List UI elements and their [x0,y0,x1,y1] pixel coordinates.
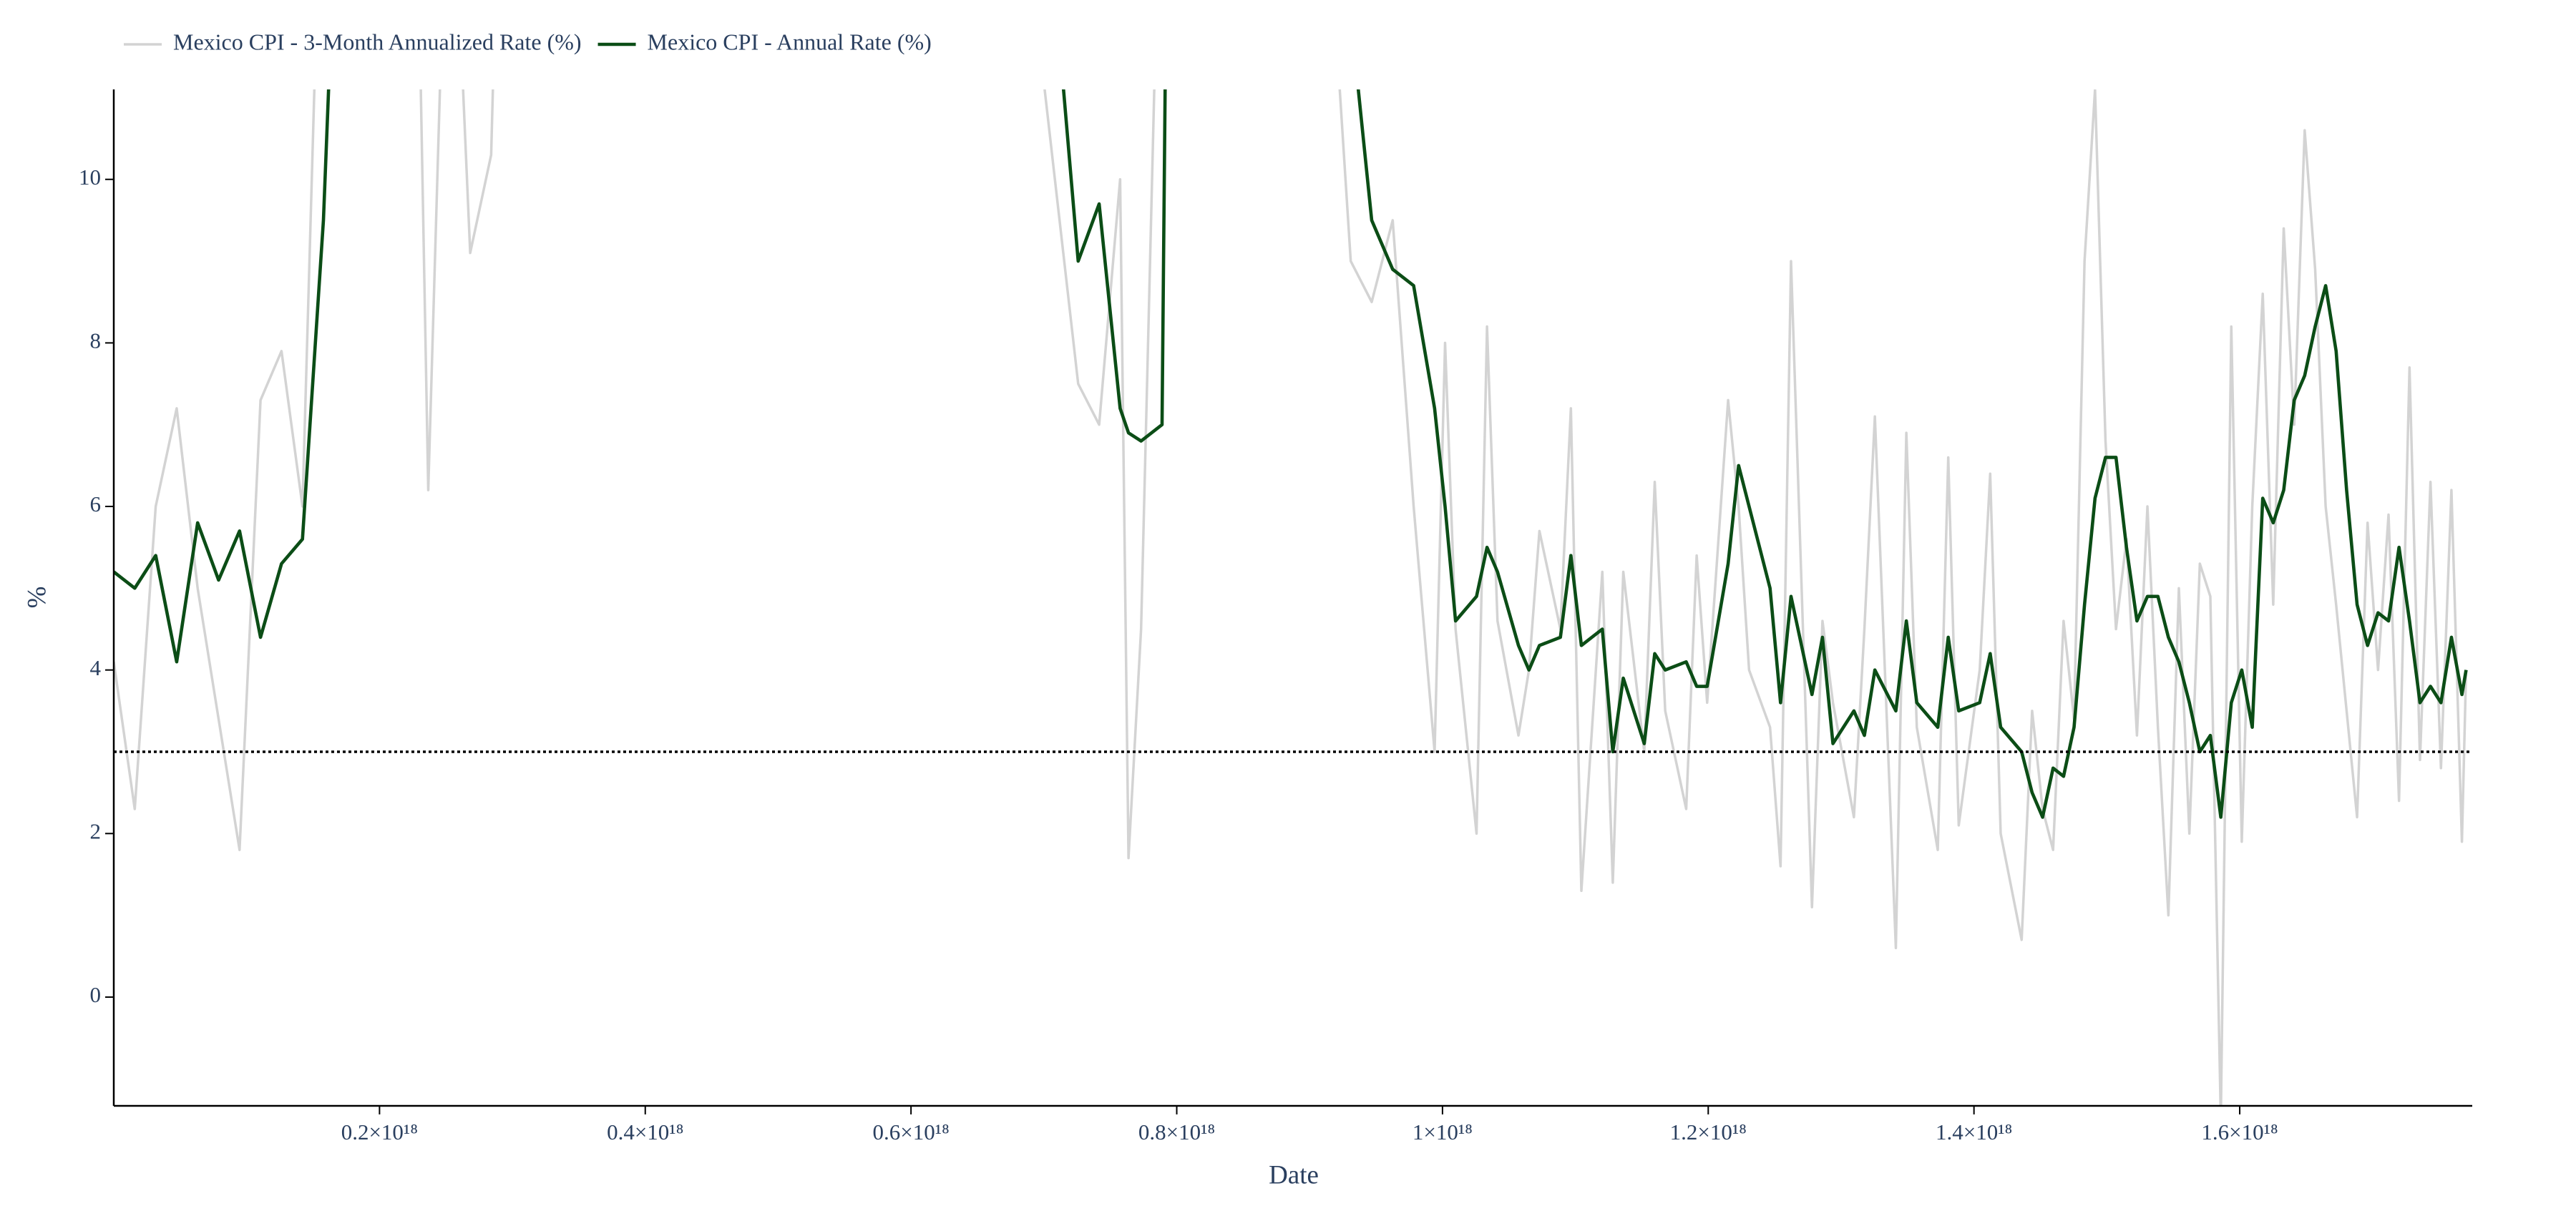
x-tick-label: 1.4×10¹⁸ [1936,1119,2012,1144]
x-tick-label: 1×10¹⁸ [1413,1119,1473,1144]
y-tick-label: 4 [90,655,102,680]
x-tick-label: 0.4×10¹⁸ [607,1119,683,1144]
y-tick-label: 2 [90,818,102,843]
x-tick-label: 0.8×10¹⁸ [1138,1119,1215,1144]
y-tick-label: 10 [79,165,101,190]
x-tick-label: 1.2×10¹⁸ [1670,1119,1747,1144]
x-tick-label: 0.6×10¹⁸ [872,1119,949,1144]
series-line [114,89,2468,1106]
x-axis-title: Date [1269,1160,1319,1190]
legend-label: Mexico CPI - Annual Rate (%) [648,29,932,54]
y-tick-label: 8 [90,328,102,353]
y-axis-title: % [22,587,52,609]
legend: Mexico CPI - 3-Month Annualized Rate (%)… [124,29,932,54]
x-tick-label: 0.2×10¹⁸ [341,1119,418,1144]
plot-area [114,89,2472,1106]
y-tick-label: 0 [90,982,102,1007]
legend-label: Mexico CPI - 3-Month Annualized Rate (%) [173,29,582,54]
y-tick-label: 6 [90,491,102,516]
x-tick-label: 1.6×10¹⁸ [2201,1119,2278,1144]
series-line [114,89,2468,819]
